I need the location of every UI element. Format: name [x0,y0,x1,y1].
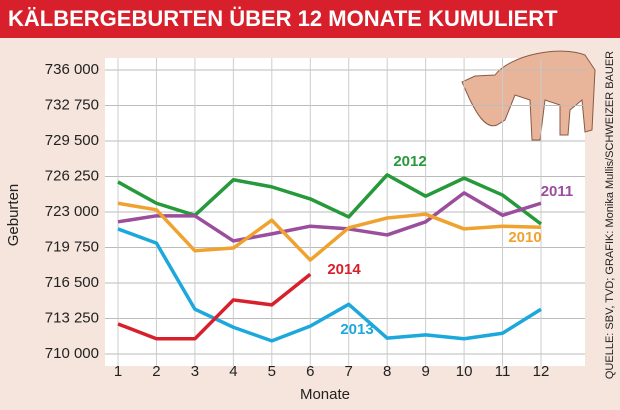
y-tick-label: 713 250 [45,309,99,326]
y-tick-label: 736 000 [45,61,99,78]
x-tick-label: 9 [421,363,429,380]
series-line [117,227,542,343]
title-bar [0,0,620,38]
x-tick-label: 6 [306,363,314,380]
y-tick-label: 729 500 [45,132,99,149]
series-line [117,201,542,262]
x-tick-label: 1 [114,363,122,380]
x-tick-label: 8 [383,363,391,380]
y-tick-label: 710 000 [45,345,99,362]
x-tick-label: 3 [191,363,199,380]
x-tick-label: 11 [495,363,511,380]
x-tick-label: 5 [268,363,276,380]
x-tick-label: 2 [152,363,160,380]
x-tick-label: 10 [456,363,473,380]
series-line [117,272,312,341]
series-label: 2013 [340,321,373,338]
series-line [117,191,542,243]
y-tick-label: 716 500 [45,274,99,291]
y-tick-label: 723 000 [45,203,99,220]
y-tick-label: 732 750 [45,96,99,113]
source: QUELLE: SBV, TVD; GRAFIK: Monika Mullis/… [604,51,616,379]
x-tick-label: 12 [533,363,550,380]
series-label: 2011 [541,183,574,200]
x-tick-label: 7 [345,363,353,380]
series-line [117,173,543,226]
chart-title: KÄLBERGEBURTEN ÜBER 12 MONATE KUMULIERT [8,6,558,31]
y-tick-label: 726 250 [45,167,99,184]
y-tick-label: 719 750 [45,238,99,255]
series-label: 2010 [508,229,541,246]
x-tick-label: 4 [229,363,237,380]
x-axis-label: Monate [300,386,350,403]
y-axis-label: Geburten [5,184,22,247]
series-label: 2014 [327,261,361,278]
cow [461,50,596,141]
series-label: 2012 [393,153,426,170]
